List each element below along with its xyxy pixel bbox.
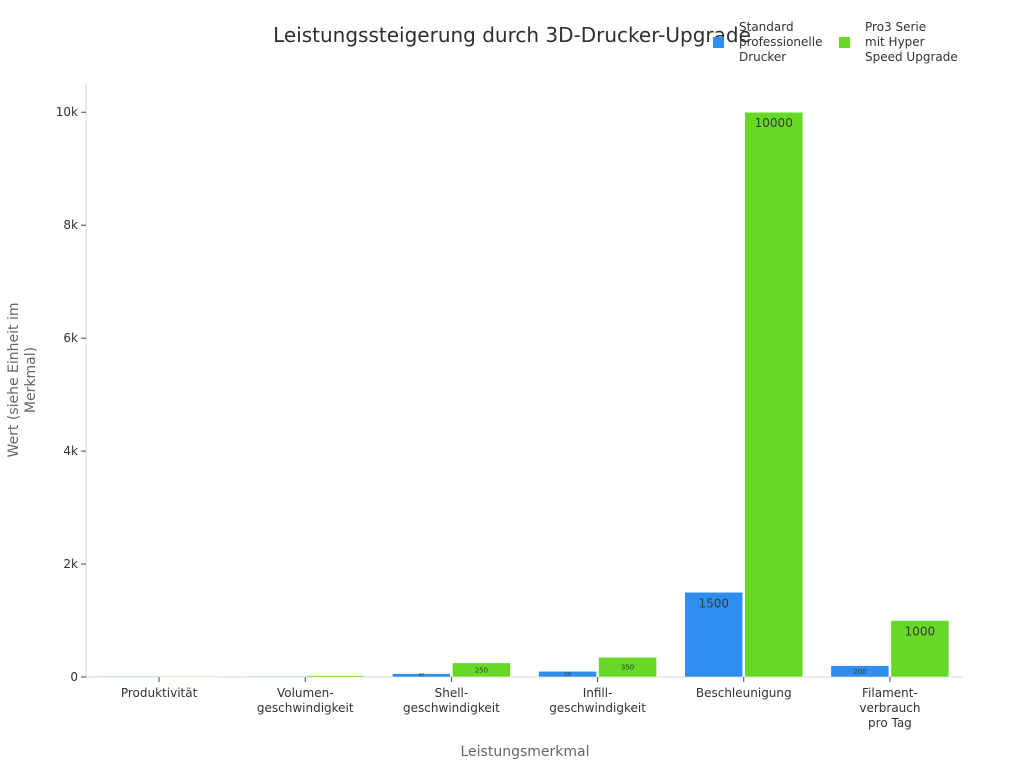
y-tick-labels: 0 2k 4k 6k 8k 10k [56,105,86,684]
legend: Standard professionelle Drucker Pro3 Serie m… [713,20,958,64]
x-tick-label: Infill-geschwindigkeit [549,686,646,715]
x-tick-label: Filament-verbrauch pro Tag [859,686,920,730]
y-tick-label: 0 [70,670,78,684]
x-tick-label: Produktivität [121,686,198,700]
y-tick-label: 2k [63,557,78,571]
bar [246,675,305,678]
bar [744,111,803,678]
bar [598,656,657,678]
y-tick-label: 6k [63,331,78,345]
data-label: 250 [475,666,488,674]
bar [830,665,890,678]
bar [684,592,743,678]
data-label: 60 [419,673,425,678]
legend-swatch [839,37,850,48]
bar [538,671,597,678]
legend-swatch [713,37,724,48]
bar [306,675,365,678]
x-tick-label: Shell-geschwindigkeit [403,686,500,715]
x-tick-label: Volumen-geschwindigkeit [257,686,354,715]
x-axis-title: Leistungsmerkmal [461,744,590,760]
x-tick-labels: Produktivität Volumen-geschwindigkeit Shel… [121,677,920,730]
legend-label: Pro3 Serie mit Hyper Speed Upgrade [865,20,958,64]
axes [85,84,963,678]
data-label: 10000 [755,116,793,130]
bar [159,675,219,678]
y-tick-label: 8k [63,218,78,232]
data-label: 1500 [698,596,729,610]
y-tick-label: 10k [56,105,78,119]
bar [890,620,950,678]
data-label: 350 [621,664,634,672]
data-label: 1000 [905,625,936,639]
y-tick-label: 4k [63,444,78,458]
bar [452,662,511,678]
y-axis-title-text: Wert (siehe Einheit imMerkmal) [6,303,39,458]
legend-label: Standard professionelle Drucker [739,20,822,64]
y-axis-title: Wert (siehe Einheit imMerkmal) [6,303,39,458]
bar [99,675,159,678]
bars: 60 250 100 350 1500 10000 200 1000 [99,111,950,678]
chart-title: Leistungssteigerung durch 3D-Drucker-Upg… [273,23,751,47]
x-tick-label: Beschleunigung [696,686,792,700]
data-label: 200 [853,668,866,676]
bar [392,673,451,678]
data-label: 100 [564,672,572,677]
